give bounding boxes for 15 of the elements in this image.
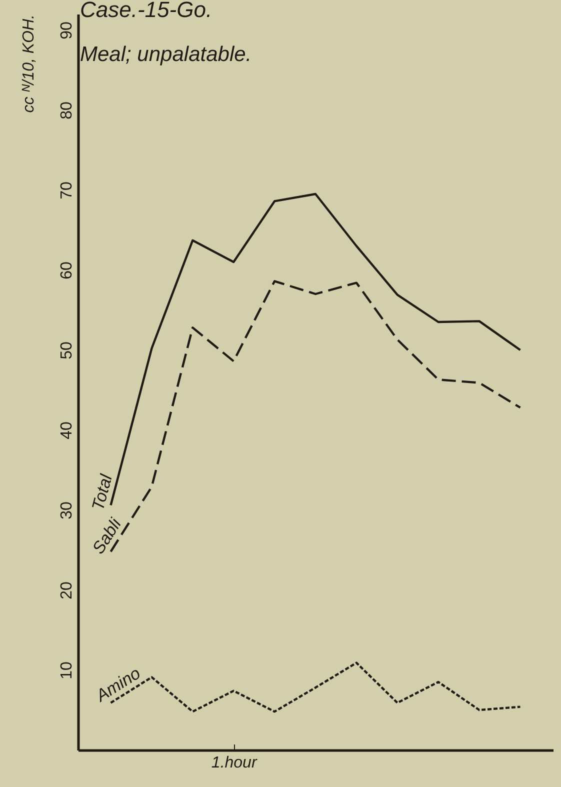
y-tick-label: 30 [58, 502, 76, 520]
y-tick-label: 40 [58, 422, 76, 440]
text: Total [88, 471, 116, 512]
y-tick-label: 50 [58, 342, 76, 360]
y-tick-label: 70 [58, 182, 76, 200]
y-tick-label: 60 [58, 262, 76, 280]
x-tick-label: 1.hour [211, 754, 258, 772]
line-series [110, 192, 522, 506]
chart-title: Case.-15-Go. [80, 0, 212, 22]
y-tick-label: 80 [58, 102, 76, 120]
y-tick-label: 90 [58, 22, 76, 40]
text: Meal; unpalatable. [80, 43, 252, 66]
y-tick-label: 10 [58, 662, 76, 680]
y-tick-label: 20 [58, 582, 76, 600]
y-axis-title: cc ᴺ/10, KOH. [20, 14, 38, 113]
